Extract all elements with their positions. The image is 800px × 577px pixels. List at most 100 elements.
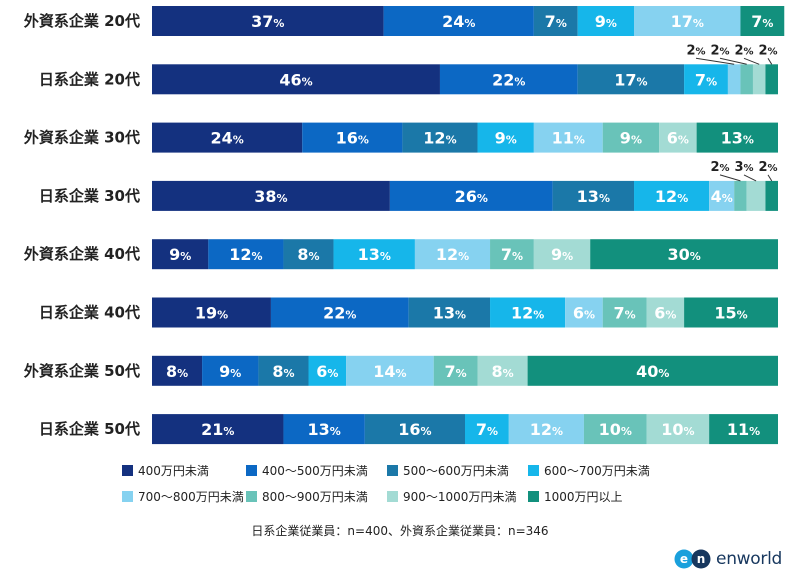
bar-segment: [477, 355, 528, 386]
category-label: 日系企業 40代: [39, 304, 140, 322]
enworld-logo-icon: e n: [674, 549, 711, 569]
data-label: 7%: [614, 304, 636, 323]
bar-segment: [727, 64, 741, 95]
bar-segment: [533, 6, 578, 36]
legend-item: 900～1000万円未満: [387, 488, 522, 505]
bar-segment: [709, 414, 778, 445]
data-label: 9%: [219, 362, 241, 381]
bar-segment: [508, 414, 584, 445]
leader-line: [719, 174, 741, 182]
data-label: 40%: [636, 362, 669, 381]
bar-segment: [583, 414, 647, 445]
bar-segment: [634, 6, 741, 36]
category-label: 外資系企業 50代: [23, 362, 140, 380]
data-label: 3%: [734, 160, 753, 175]
data-label: 24%: [442, 12, 475, 31]
data-label: 14%: [373, 362, 406, 381]
bar-segment: [402, 122, 478, 153]
bar-segment: [346, 355, 434, 386]
category-label: 外資系企業 30代: [23, 129, 140, 147]
bar-segment: [533, 239, 591, 270]
data-label: 11%: [552, 129, 585, 148]
data-label: 13%: [721, 129, 754, 148]
data-label: 8%: [272, 362, 294, 381]
leader-line: [743, 57, 760, 65]
bar-segment: [527, 355, 778, 386]
data-label: 12%: [511, 304, 544, 323]
bar-segment: [740, 6, 785, 36]
data-label: 38%: [254, 187, 287, 206]
bar-segment: [152, 239, 209, 270]
bar-segment: [202, 355, 259, 386]
bar-row: 外資系企業 50代 8% 9% 8% 6% 14% 7% 8% 40%: [23, 355, 778, 386]
bar-segment: [490, 239, 534, 270]
bar-row: 外資系企業 40代 9% 12% 8% 13% 12% 7% 9% 30%: [23, 239, 778, 270]
data-label: 6%: [316, 362, 338, 381]
legend-swatch: [387, 491, 398, 502]
bar-segment: [590, 239, 778, 270]
data-label: 12%: [530, 420, 563, 439]
data-label: 37%: [251, 12, 284, 31]
bar-segment: [283, 414, 365, 445]
data-label: 7%: [695, 70, 717, 89]
bar-segment: [433, 355, 478, 386]
bar-row: 日系企業 30代 2% 3% 2% 38% 26% 13% 12% 4%: [39, 160, 778, 211]
leader-line: [695, 57, 735, 65]
data-label: 26%: [455, 187, 488, 206]
svg-text:e: e: [680, 552, 688, 566]
bar-segment: [565, 297, 603, 328]
data-label: 4%: [711, 187, 733, 206]
bar-row: 外資系企業 20代 37% 24% 7% 9% 17% 7%: [23, 6, 785, 36]
data-label: 7%: [476, 420, 498, 439]
data-label: 13%: [433, 304, 466, 323]
legend-item: 400～500万円未満: [246, 462, 381, 479]
data-label: 46%: [279, 70, 312, 89]
bar-segment: [696, 122, 778, 153]
legend-swatch: [528, 491, 539, 502]
category-label: 日系企業 50代: [39, 420, 140, 438]
bar-segment: [389, 180, 553, 211]
legend-swatch: [122, 465, 133, 476]
data-label: 9%: [551, 245, 573, 264]
legend-label: 900～1000万円未満: [403, 490, 517, 504]
legend-swatch: [387, 465, 398, 476]
legend-item: 800～900万円未満: [246, 488, 381, 505]
data-label: 22%: [323, 304, 356, 323]
data-label: 8%: [297, 245, 319, 264]
bar-segment: [646, 297, 685, 328]
data-label: 11%: [727, 420, 760, 439]
legend-item: 1000万円以上: [528, 488, 668, 505]
bar-segment: [577, 6, 635, 36]
category-label: 外資系企業 40代: [23, 245, 140, 263]
bar-segment: [152, 355, 203, 386]
data-label: 19%: [195, 304, 228, 323]
data-label: 17%: [671, 12, 704, 31]
bar-segment: [602, 297, 647, 328]
bar-segment: [465, 414, 509, 445]
bar-segment: [765, 180, 778, 211]
data-label: 10%: [661, 420, 694, 439]
bar-segment: [283, 239, 334, 270]
legend: 400万円未満 400～500万円未満 500～600万円未満 600～700万円未満…: [122, 462, 722, 505]
data-label: 7%: [751, 12, 773, 31]
category-label: 日系企業 30代: [39, 187, 140, 205]
legend-swatch: [528, 465, 539, 476]
bar-segment: [308, 355, 347, 386]
bar-segment: [152, 297, 271, 328]
legend-label: 800～900万円未満: [262, 490, 368, 504]
bar-segment: [765, 64, 778, 95]
data-label: 2%: [710, 43, 729, 58]
data-label: 21%: [201, 420, 234, 439]
legend-label: 700～800万円未満: [138, 490, 244, 504]
bar-row: 日系企業 20代 2% 2% 2% 2% 46% 22% 17% 7%: [39, 43, 778, 95]
data-label: 7%: [545, 12, 567, 31]
bar-segment: [302, 122, 403, 153]
data-label: 2%: [734, 43, 753, 58]
bar-segment: [208, 239, 284, 270]
bar-segment: [333, 239, 415, 270]
bar-segment: [414, 239, 491, 270]
data-label: 10%: [599, 420, 632, 439]
bar-segment: [709, 180, 735, 211]
bar-segment: [533, 122, 603, 153]
bar-segment: [439, 64, 578, 95]
